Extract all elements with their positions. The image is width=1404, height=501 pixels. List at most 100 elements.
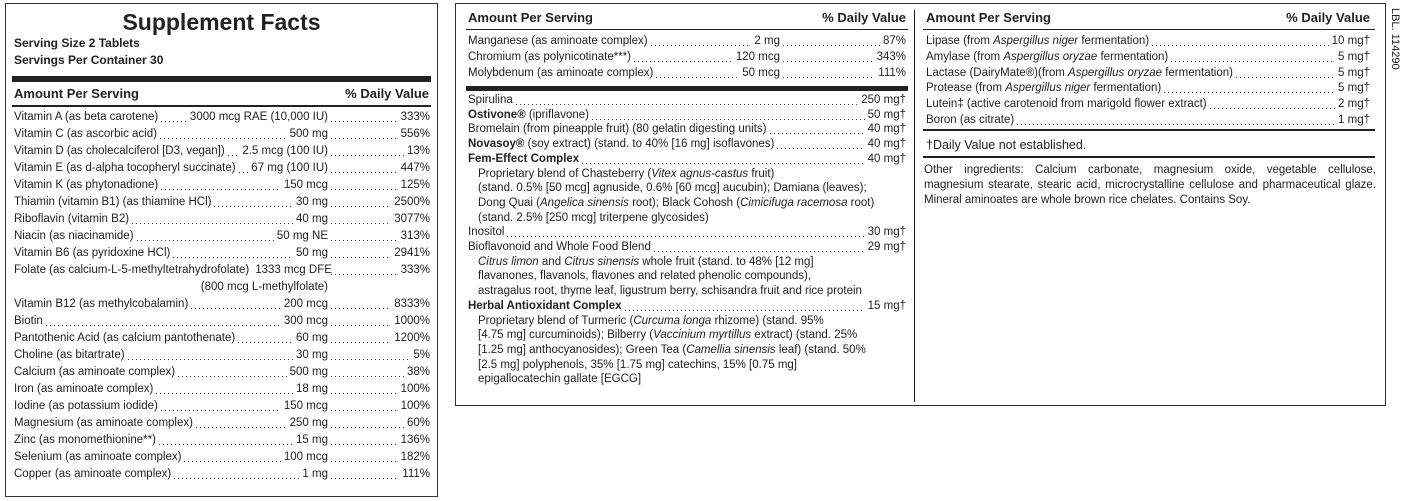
nutrient-name: Iodine (as potassium iodide) — [14, 400, 158, 412]
nutrient-name: Folate (as calcium-L-5-methyltetrahydrof… — [14, 264, 250, 276]
leader — [331, 444, 398, 445]
leader — [331, 478, 400, 479]
supplement-facts-panel: Supplement Facts Serving Size 2 Tablets … — [5, 3, 438, 497]
dv: 13% — [406, 145, 430, 157]
item-name: Inositol — [468, 225, 504, 240]
amount: 150 mcg — [283, 179, 328, 191]
dv: 313% — [400, 230, 430, 242]
enzyme-name: Lactase (DairyMate®)(from Aspergillus or… — [926, 66, 1233, 81]
text-segment: root) — [847, 196, 875, 209]
footnote: †Daily Value not established. — [926, 138, 1087, 152]
enzyme-row: Lipase (from Aspergillus niger fermentat… — [926, 34, 1370, 49]
nutrient-name: Niacin (as niacinamide) — [14, 230, 134, 242]
enzyme-row: Amylase (from Aspergillus oryzae ferment… — [926, 50, 1370, 65]
text-segment: fruit) — [748, 167, 775, 180]
header-right: % Daily Value — [822, 10, 906, 25]
enzyme-name: Protease (from Aspergillus niger ferment… — [926, 81, 1161, 96]
text-segment: Bromelain (from pineapple fruit) (80 gel… — [468, 123, 767, 136]
leader — [591, 118, 865, 120]
amount: 30 mg† — [867, 226, 906, 239]
header-left: Amount Per Serving — [468, 10, 593, 25]
nutrient-name: Choline (as bitartrate) — [14, 349, 125, 361]
nutrient-row: Thiamin (vitamin B1) (as thiamine HCl) 30… — [14, 195, 430, 210]
dv: 100% — [400, 383, 430, 395]
bold-segment: Herbal Antioxidant Complex — [468, 299, 622, 312]
thick-rule — [12, 76, 431, 82]
item-detail-line: epigallocatechin gallate [EGCG] — [478, 372, 641, 387]
text-segment: [1.25 mg] anthocyanosides); Green Tea ( — [478, 343, 687, 356]
nutrient-row: Biotin 300 mcg 1000% — [14, 314, 430, 329]
italic-segment: Citrus limon — [478, 255, 539, 268]
daily-value: 313% — [328, 229, 430, 244]
text-segment: fermentation) — [1097, 50, 1169, 63]
rule — [466, 29, 908, 30]
label-code-box: LBL. 114290 — [1385, 8, 1401, 98]
dv: 60% — [406, 417, 430, 429]
text-segment: Lactase (DairyMate®)(from — [926, 66, 1069, 79]
leader — [331, 359, 411, 360]
leader — [331, 393, 398, 394]
amount: 200 mcg — [283, 298, 328, 310]
rule — [12, 105, 431, 107]
item-detail-line: Citrus limon and Citrus sinensis whole f… — [478, 255, 814, 270]
amount: 250 mg — [289, 417, 328, 429]
nutrient-name: Riboflavin (vitamin B2) — [14, 213, 130, 225]
name-amount: Zinc (as monomethionine**) 15 mg — [14, 433, 328, 448]
amount: 500 mg — [289, 366, 328, 378]
leader — [653, 251, 865, 252]
leader — [191, 308, 281, 309]
leader — [331, 257, 392, 258]
item-row: Bioflavonoid and Whole Food Blend 29 mg† — [468, 240, 906, 255]
item-name: Herbal Antioxidant Complex — [468, 299, 622, 314]
text-segment: (soy extract) (stand. to 40% [16 mg] iso… — [524, 138, 775, 151]
serving-size: Serving Size 2 Tablets — [14, 36, 140, 50]
nutrient-name: Vitamin A (as beta carotene) — [14, 111, 159, 123]
dv: 1200% — [394, 332, 430, 344]
text-segment: (ipriflavone) — [525, 108, 589, 121]
item-detail-line: [2.5 mg] polyphenols, 35% [1.75 mg] cate… — [478, 358, 797, 373]
thick-rule — [466, 86, 908, 91]
daily-value: 13% — [328, 144, 430, 159]
daily-value: 111% — [328, 467, 430, 482]
italic-segment: Curcuma longa — [633, 314, 712, 327]
item-detail-line: flavanones, flavanols, flavones and rela… — [478, 269, 811, 284]
leader — [507, 236, 865, 238]
daily-value: 556% — [328, 127, 430, 142]
leader — [159, 138, 287, 139]
item-name: Novasoy® (soy extract) (stand. to 40% [1… — [468, 137, 774, 152]
amount: 10 mg† — [1331, 35, 1370, 47]
leader — [195, 427, 287, 428]
leader — [783, 45, 880, 46]
amount: 1333 mcg DFE — [255, 264, 332, 276]
amount: 5 mg† — [1338, 66, 1370, 79]
leader — [1017, 124, 1336, 125]
italic-segment: Cimicifuga racemosa — [740, 196, 848, 209]
dv: 111% — [402, 468, 430, 480]
item-detail-line: [4.75 mg] curcuminoids); Bilberry (Vacci… — [478, 328, 857, 343]
dv: 38% — [406, 366, 430, 378]
nutrient-name: Vitamin D (as cholecalciferol [D3, vegan… — [14, 145, 225, 157]
amount: 150 mcg — [283, 400, 328, 412]
dv: 8333% — [394, 298, 430, 310]
mineral-row: Chromium (as polynicotinate***) 120 mcg 34… — [468, 50, 906, 65]
text-segment: Spirulina — [468, 94, 513, 106]
nutrient-row: Iodine (as potassium iodide) 150 mcg 100% — [14, 399, 430, 414]
leader — [331, 427, 404, 428]
name-amount: Vitamin E (as d-alpha tocopheryl succina… — [14, 161, 328, 176]
other-ingredients: Other ingredients: Calcium carbonate, ma… — [924, 164, 1376, 206]
leader — [656, 77, 740, 78]
amount: 50 mg† — [867, 108, 906, 121]
item-detail-line: (stand. 0.5% [50 mcg] agnuside, 0.6% [60… — [478, 181, 867, 196]
italic-segment: Vaccinium myrtillus — [653, 329, 752, 342]
dv: 125% — [400, 179, 430, 191]
item-detail-line: (stand. 2.5% [250 mcg] triterpene glycos… — [478, 211, 709, 226]
leader — [331, 274, 398, 275]
rule — [923, 156, 1375, 158]
column-header: Amount Per Serving % Daily Value — [14, 86, 429, 101]
daily-value: 1200% — [328, 331, 430, 346]
italic-segment: Aspergillus niger — [993, 35, 1079, 47]
nutrient-row: Vitamin B12 (as methylcobalamin) 200 mcg 8… — [14, 297, 430, 312]
item-detail-line: [1.25 mg] anthocyanosides); Green Tea (C… — [478, 343, 866, 358]
leader — [331, 189, 398, 190]
name-amount: Pantothenic Acid (as calcium pantothenat… — [14, 331, 328, 346]
